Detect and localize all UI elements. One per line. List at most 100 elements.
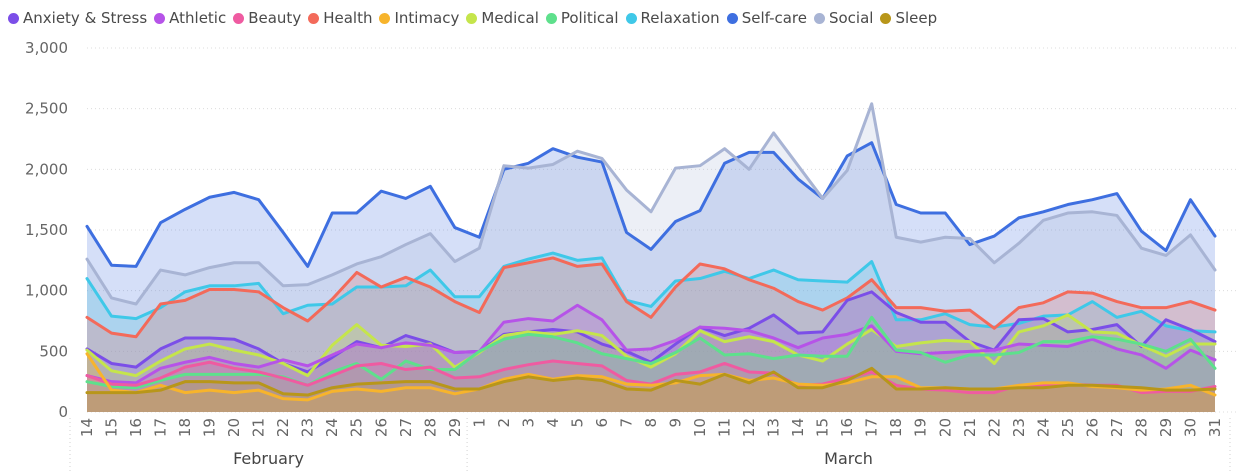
y-tick-label: 2,000 <box>25 160 68 178</box>
y-tick-label: 3,000 <box>25 39 68 57</box>
legend-dot-icon <box>308 12 320 24</box>
x-tick-label: 9 <box>667 418 685 428</box>
x-tick-label: 23 <box>299 418 317 437</box>
y-axis-ticks: 0 500 1,000 1,500 2,000 2,500 3,000 <box>25 39 68 421</box>
x-tick-label: 19 <box>912 418 930 437</box>
series-area <box>87 291 1215 412</box>
legend-item[interactable]: Medical <box>466 9 539 27</box>
legend-label: Intimacy <box>394 9 460 27</box>
x-tick-label: 20 <box>936 418 954 437</box>
x-tick-label: 30 <box>1181 418 1199 437</box>
series-area <box>87 353 1215 412</box>
x-tick-label: 5 <box>568 418 586 428</box>
legend-dot-icon <box>154 12 166 24</box>
series-line <box>85 256 1217 339</box>
x-tick-label: 4 <box>544 418 562 428</box>
y-tick-label: 1,500 <box>25 221 68 239</box>
x-tick-label: 16 <box>127 418 145 437</box>
x-tick-label: 21 <box>250 418 268 437</box>
chart-legend: Anxiety & Stress Athletic Beauty Health Inti… <box>8 7 944 29</box>
x-tick-label: 3 <box>519 418 537 428</box>
x-tick-label: 14 <box>789 418 807 437</box>
legend-label: Anxiety & Stress <box>23 9 148 27</box>
x-tick-label: 27 <box>397 418 415 437</box>
x-axis-ticks: 14 15 16 17 18 19 20 21 22 23 24 25 26 27 28 29 1 2 3 4 5 6 7 8… <box>78 418 1224 437</box>
x-tick-label: 18 <box>176 418 194 437</box>
legend-label: Self-care <box>741 9 807 27</box>
legend-label: Political <box>560 9 619 27</box>
y-tick-label: 0 <box>58 403 68 421</box>
x-tick-label: 26 <box>372 418 390 437</box>
x-tick-label: 28 <box>1132 418 1150 437</box>
series-line <box>85 352 1217 402</box>
x-tick-label: 28 <box>421 418 439 437</box>
series-line <box>85 366 1217 397</box>
y-tick-label: 1,000 <box>25 282 68 300</box>
x-tick-label: 2 <box>495 418 513 428</box>
x-tick-label: 24 <box>1034 418 1052 437</box>
x-tick-label: 14 <box>78 418 96 437</box>
series-line <box>85 303 1217 385</box>
month-label: February <box>233 449 304 468</box>
legend-item[interactable]: Relaxation <box>625 9 720 27</box>
x-tick-label: 31 <box>1206 418 1224 437</box>
legend-dot-icon <box>379 12 391 24</box>
legend-item[interactable]: Political <box>545 9 619 27</box>
x-tick-label: 22 <box>274 418 292 437</box>
x-tick-label: 20 <box>225 418 243 437</box>
legend-dot-icon <box>625 12 637 24</box>
x-tick-label: 29 <box>446 418 464 437</box>
legend-dot-icon <box>813 12 825 24</box>
x-tick-label: 24 <box>323 418 341 437</box>
x-tick-label: 11 <box>716 418 734 437</box>
legend-label: Health <box>323 9 373 27</box>
x-tick-label: 29 <box>1157 418 1175 437</box>
series-lines <box>85 102 1217 402</box>
legend-item[interactable]: Anxiety & Stress <box>8 9 147 27</box>
x-tick-label: 6 <box>593 418 611 428</box>
y-tick-label: 2,500 <box>25 100 68 118</box>
legend-item[interactable]: Sleep <box>880 9 937 27</box>
series-line <box>85 141 1217 268</box>
series-area <box>87 257 1215 412</box>
legend-dot-icon <box>545 12 557 24</box>
x-tick-label: 22 <box>985 418 1003 437</box>
legend-item[interactable]: Health <box>308 9 372 27</box>
month-label: March <box>824 449 873 468</box>
legend-dot-icon <box>8 12 19 24</box>
series-area <box>87 305 1215 412</box>
y-tick-label: 500 <box>39 342 68 360</box>
x-tick-label: 23 <box>1010 418 1028 437</box>
x-tick-label: 21 <box>961 418 979 437</box>
legend-label: Sleep <box>895 9 938 27</box>
legend-item[interactable]: Social <box>813 9 874 27</box>
legend-item[interactable]: Intimacy <box>379 9 459 27</box>
x-tick-label: 7 <box>617 418 635 428</box>
legend-label: Medical <box>481 9 539 27</box>
x-tick-label: 8 <box>642 418 660 428</box>
x-tick-label: 15 <box>103 418 121 437</box>
legend-label: Social <box>828 9 874 27</box>
x-tick-label: 18 <box>887 418 905 437</box>
legend-dot-icon <box>726 12 738 24</box>
legend-dot-icon <box>880 12 892 24</box>
legend-label: Athletic <box>169 9 227 27</box>
legend-item[interactable]: Beauty <box>233 9 301 27</box>
legend-dot-icon <box>233 12 245 24</box>
series-line <box>85 102 1217 306</box>
x-tick-label: 13 <box>765 418 783 437</box>
x-tick-label: 10 <box>691 418 709 437</box>
month-axis: February March <box>69 418 1231 472</box>
x-tick-label: 1 <box>470 418 488 428</box>
x-tick-label: 16 <box>838 418 856 437</box>
legend-label: Relaxation <box>640 9 720 27</box>
x-tick-label: 17 <box>152 418 170 437</box>
x-tick-label: 25 <box>348 418 366 437</box>
legend-item[interactable]: Self-care <box>726 9 807 27</box>
x-tick-label: 19 <box>201 418 219 437</box>
x-tick-label: 17 <box>863 418 881 437</box>
x-tick-label: 15 <box>814 418 832 437</box>
legend-item[interactable]: Athletic <box>154 9 226 27</box>
legend-dot-icon <box>466 12 478 24</box>
